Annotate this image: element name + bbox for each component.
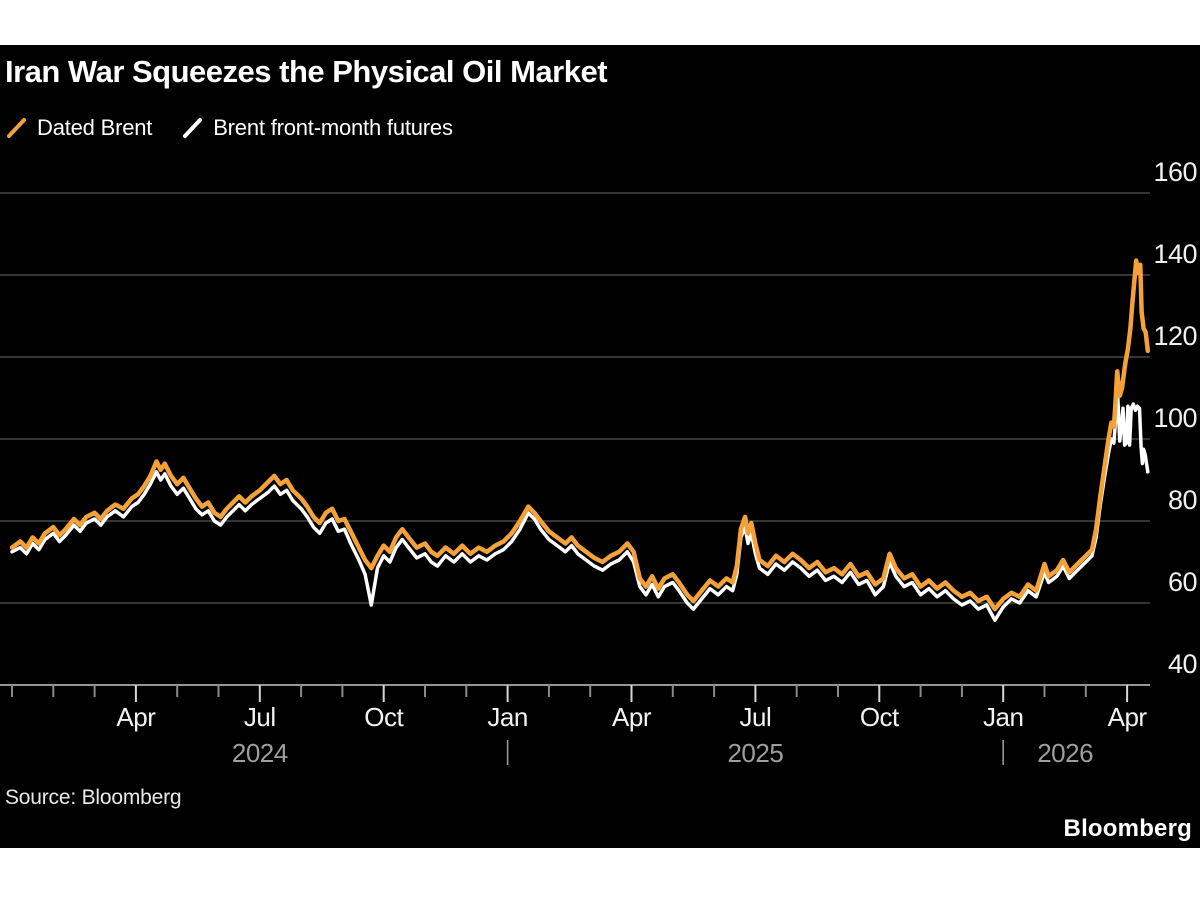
y-axis-label-140: 140	[1153, 239, 1197, 269]
y-axis-label-100: 100	[1153, 403, 1197, 433]
year-label-2026: 2026	[1037, 738, 1093, 768]
source-note: Source: Bloomberg	[5, 786, 182, 809]
x-axis-month-label: Jul	[244, 702, 276, 732]
x-axis-month-label: Jan	[487, 702, 527, 732]
x-axis-month-label: Oct	[860, 702, 900, 732]
bloomberg-logo: Bloomberg	[1063, 815, 1192, 842]
y-axis-label-40: 40	[1168, 649, 1197, 679]
legend: Dated Brent Brent front-month futures	[6, 114, 483, 142]
x-axis-month-label: Apr	[116, 702, 156, 732]
x-axis-month-label: Jul	[740, 702, 772, 732]
x-axis-month-label: Apr	[1108, 702, 1148, 732]
chart-title: Iran War Squeezes the Physical Oil Marke…	[5, 54, 608, 89]
series-dated-brent	[9, 258, 1151, 612]
chart-panel	[0, 45, 1200, 848]
y-axis-label-80: 80	[1168, 485, 1197, 515]
legend-item-futures: Brent front-month futures	[182, 115, 453, 141]
legend-item-dated-brent: Dated Brent	[6, 115, 152, 141]
x-axis-month-label: Apr	[612, 702, 652, 732]
x-axis-month-label: Oct	[364, 702, 404, 732]
legend-label-dated-brent: Dated Brent	[37, 115, 153, 140]
white-slash-icon	[182, 117, 204, 139]
legend-label-futures: Brent front-month futures	[213, 115, 453, 140]
orange-slash-icon	[6, 117, 28, 139]
x-axis-month-label: Jan	[983, 702, 1023, 732]
series-brent-front-month-futures	[10, 381, 1150, 622]
y-axis-label-120: 120	[1153, 321, 1197, 351]
y-axis-label-60: 60	[1168, 567, 1197, 597]
year-label-2024: 2024	[232, 738, 288, 768]
year-label-2025: 2025	[727, 738, 783, 768]
y-axis-label-160: 160	[1153, 157, 1197, 187]
